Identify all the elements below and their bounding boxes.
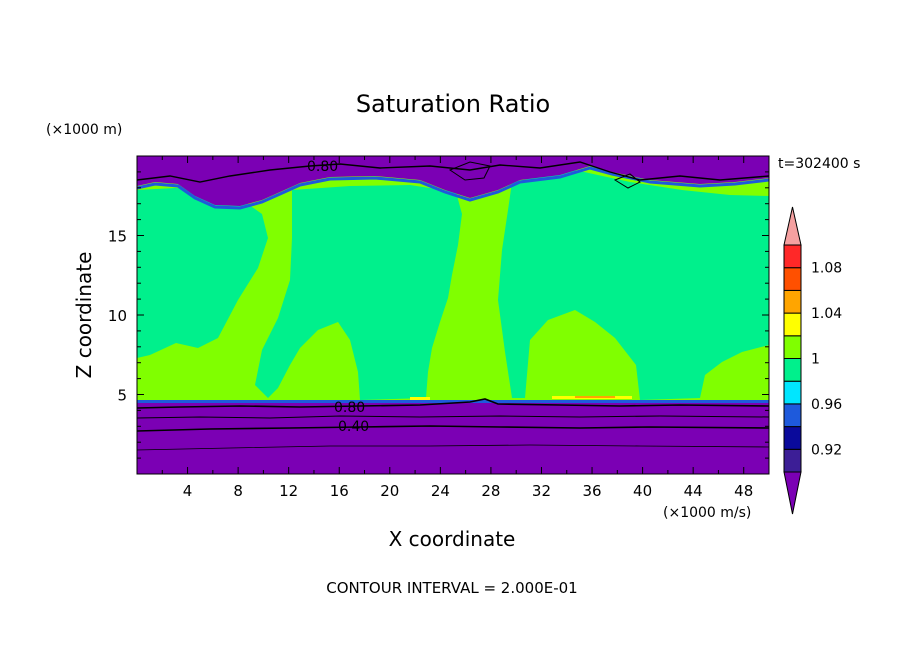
- y-tick-label: 15: [108, 228, 127, 246]
- contour-loop-upper-right: [613, 173, 641, 189]
- field-region-teal-center: [255, 185, 462, 400]
- contour-label-lower-040: 0.40: [338, 419, 369, 435]
- x-tick-label: 12: [279, 482, 298, 500]
- y-tick-label: 10: [108, 307, 127, 325]
- x-unit-label: (×1000 m/s): [663, 505, 751, 521]
- x-axis-label: X coordinate: [389, 527, 516, 551]
- x-tick-label: 8: [233, 482, 243, 500]
- colorbar-swatch: [783, 244, 802, 269]
- field-region-lower-dry: [137, 402, 769, 474]
- contour-interval-footer: CONTOUR INTERVAL = 2.000E-01: [326, 579, 577, 597]
- x-tick-label: 40: [633, 482, 652, 500]
- x-tick-label: 16: [330, 482, 349, 500]
- field-patch-orange: [575, 396, 615, 398]
- x-axis-ticks: 4 8 12 16 20 24 28 32 36 40 44 48: [161, 156, 753, 500]
- plot-area: 0.80 0.80 0.40: [137, 156, 769, 474]
- colorbar-label: 1.08: [811, 261, 842, 277]
- x-tick-label: 20: [380, 482, 399, 500]
- colorbar-label: 0.96: [811, 397, 842, 413]
- x-tick-label: 32: [532, 482, 551, 500]
- colorbar-swatch: [783, 289, 802, 314]
- x-tick-label: 48: [734, 482, 753, 500]
- colorbar-swatch: [783, 312, 802, 337]
- x-tick-label: 28: [481, 482, 500, 500]
- field-region-upper-dry: [137, 156, 769, 206]
- colorbar-swatch: [783, 448, 802, 473]
- contour-label-lower-080: 0.80: [334, 400, 365, 416]
- contour-loop-upper: [448, 161, 491, 181]
- y-axis-ticks: 5 10 15: [108, 171, 769, 459]
- colorbar: 0.92 0.96 1 1.04 1.08: [783, 206, 842, 515]
- colorbar-swatch: [783, 335, 802, 359]
- colorbar-swatch: [783, 267, 802, 291]
- colorbar-label: 1.04: [811, 306, 842, 322]
- x-tick-label: 4: [183, 482, 193, 500]
- contour-label-upper: 0.80: [307, 159, 338, 175]
- colorbar-swatch: [783, 403, 802, 428]
- colorbar-swatch: [783, 380, 802, 405]
- field-region-teal-left: [137, 188, 268, 358]
- contour-line-080-lower: [137, 398, 769, 409]
- x-tick-label: 44: [684, 482, 703, 500]
- colorbar-overflow-triangle: [783, 206, 802, 246]
- x-tick-label: 24: [431, 482, 450, 500]
- time-label: t=302400 s: [778, 156, 860, 172]
- contour-line-020: [137, 444, 769, 451]
- colorbar-swatch: [783, 358, 802, 382]
- x-tick-label: 36: [582, 482, 601, 500]
- contour-line-080-upper: [137, 161, 769, 183]
- y-tick-label: 5: [117, 387, 127, 405]
- colorbar-swatch: [783, 426, 802, 450]
- colorbar-underflow-triangle: [783, 471, 802, 515]
- y-axis-label: Z coordinate: [72, 252, 96, 379]
- field-band-blue-lower: [137, 400, 769, 403]
- chart-title: Saturation Ratio: [356, 90, 550, 118]
- colorbar-label: 1: [811, 352, 820, 368]
- contour-line-040: [137, 425, 769, 432]
- colorbar-label: 0.92: [811, 442, 842, 458]
- field-region-teal-right: [498, 170, 769, 400]
- y-unit-label: (×1000 m): [46, 122, 122, 138]
- field-patch-yellow-a: [410, 397, 430, 400]
- contour-line-060: [137, 415, 769, 419]
